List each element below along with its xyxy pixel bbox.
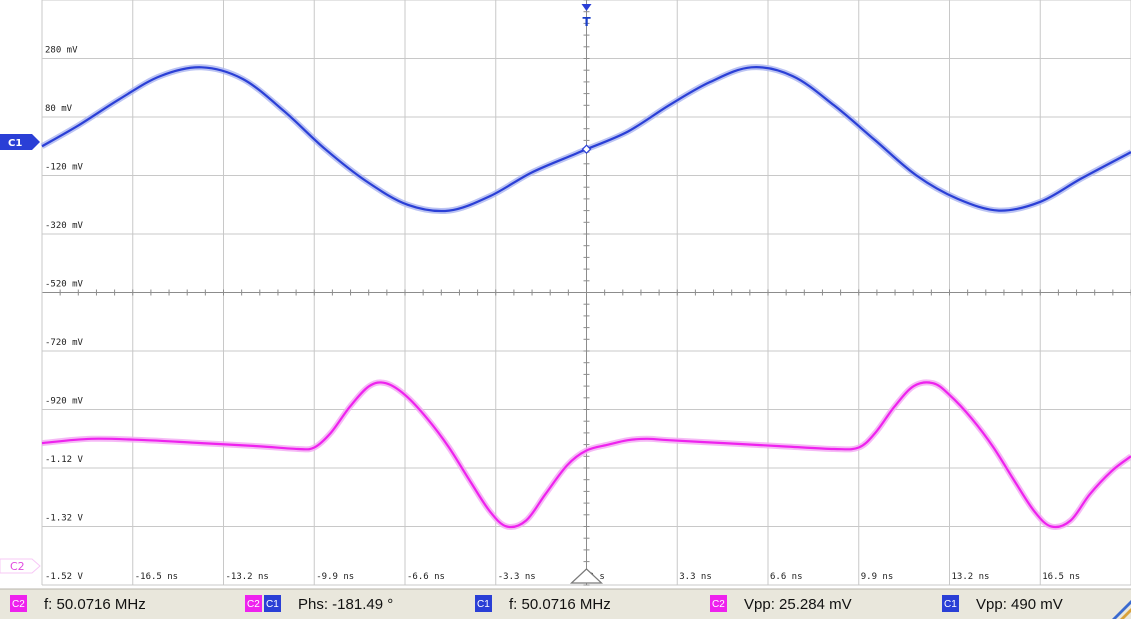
- channel-markers[interactable]: C1 C2 T: [0, 4, 604, 584]
- y-axis-labels: 280 mV 80 mV -120 mV -320 mV -520 mV -720 mV -…: [45, 46, 84, 583]
- x-tick-label: -13.2 ns: [226, 572, 269, 582]
- c2-offset-label: C2: [10, 560, 25, 573]
- measurement-value: Phs: -181.49 °: [298, 596, 393, 613]
- measurement-value: f: 50.0716 MHz: [509, 596, 611, 613]
- measurement-4[interactable]: C2 Vpp: 25.284 mV: [710, 595, 852, 613]
- time-reference-marker[interactable]: [569, 568, 604, 584]
- x-tick-label: 16.5 ns: [1042, 572, 1080, 582]
- badge-c2-label: C2: [247, 599, 260, 610]
- measurement-1[interactable]: C2 f: 50.0716 MHz: [10, 595, 146, 613]
- measurement-bar[interactable]: C2 f: 50.0716 MHz C2 C1 Phs: -181.49 ° C1 f: 5…: [0, 588, 1131, 619]
- trace-c2: [41, 381, 1131, 529]
- c2-offset-marker[interactable]: [0, 558, 41, 574]
- measurement-value: Vpp: 490 mV: [976, 596, 1063, 613]
- trigger-position-marker[interactable]: [581, 4, 592, 11]
- y-tick-label: -920 mV: [45, 397, 84, 407]
- badge-c1: [942, 595, 959, 612]
- x-tick-label: -6.6 ns: [407, 572, 445, 582]
- x-tick-label: 0 s: [589, 572, 605, 582]
- badge-c2: [245, 595, 262, 612]
- badge-c1-label: C1: [266, 599, 279, 610]
- x-axis-labels: -16.5 ns -13.2 ns -9.9 ns -6.6 ns -3.3 ns 0 s…: [135, 572, 1080, 582]
- graticule: [41, 0, 1131, 586]
- y-tick-label: -320 mV: [45, 221, 84, 231]
- badge-c1: [475, 595, 492, 612]
- measurement-3[interactable]: C1 f: 50.0716 MHz: [475, 595, 611, 613]
- x-tick-label: -9.9 ns: [316, 572, 354, 582]
- y-tick-label: -720 mV: [45, 338, 84, 348]
- measurement-value: f: 50.0716 MHz: [44, 596, 146, 613]
- resize-grip-icon[interactable]: [1112, 600, 1131, 619]
- x-tick-label: 9.9 ns: [861, 572, 894, 582]
- c1-offset-marker[interactable]: [0, 134, 40, 150]
- x-tick-label: 3.3 ns: [679, 572, 712, 582]
- y-tick-label: 80 mV: [45, 104, 73, 114]
- c1-offset-label: C1: [8, 138, 22, 149]
- y-tick-label: -1.52 V: [45, 572, 84, 582]
- x-tick-label: 13.2 ns: [952, 572, 990, 582]
- waveform-traces: [40, 64, 1131, 530]
- resize-grip-accent-icon: [1120, 608, 1131, 619]
- trigger-point-marker: [581, 144, 592, 155]
- measurement-value: Vpp: 25.284 mV: [744, 596, 852, 613]
- trigger-label: T: [583, 15, 592, 29]
- badge-c2-label: C2: [712, 599, 725, 610]
- x-tick-label: 6.6 ns: [770, 572, 803, 582]
- badge-c1-label: C1: [944, 599, 957, 610]
- y-tick-label: 280 mV: [45, 46, 78, 56]
- measurement-2[interactable]: C2 C1 Phs: -181.49 °: [245, 595, 393, 613]
- badge-c1-label: C1: [477, 599, 490, 610]
- badge-c2: [10, 595, 27, 612]
- badge-c1: [264, 595, 281, 612]
- x-tick-label: -16.5 ns: [135, 572, 178, 582]
- x-tick-label: -3.3 ns: [498, 572, 536, 582]
- badge-c2: [710, 595, 727, 612]
- badge-c2-label: C2: [12, 599, 25, 610]
- measurement-5[interactable]: C1 Vpp: 490 mV: [942, 595, 1063, 613]
- y-tick-label: -1.32 V: [45, 514, 84, 524]
- y-tick-label: -120 mV: [45, 163, 84, 173]
- y-tick-label: -1.12 V: [45, 455, 84, 465]
- trace-c1: [41, 66, 1131, 213]
- y-tick-label: -520 mV: [45, 280, 84, 290]
